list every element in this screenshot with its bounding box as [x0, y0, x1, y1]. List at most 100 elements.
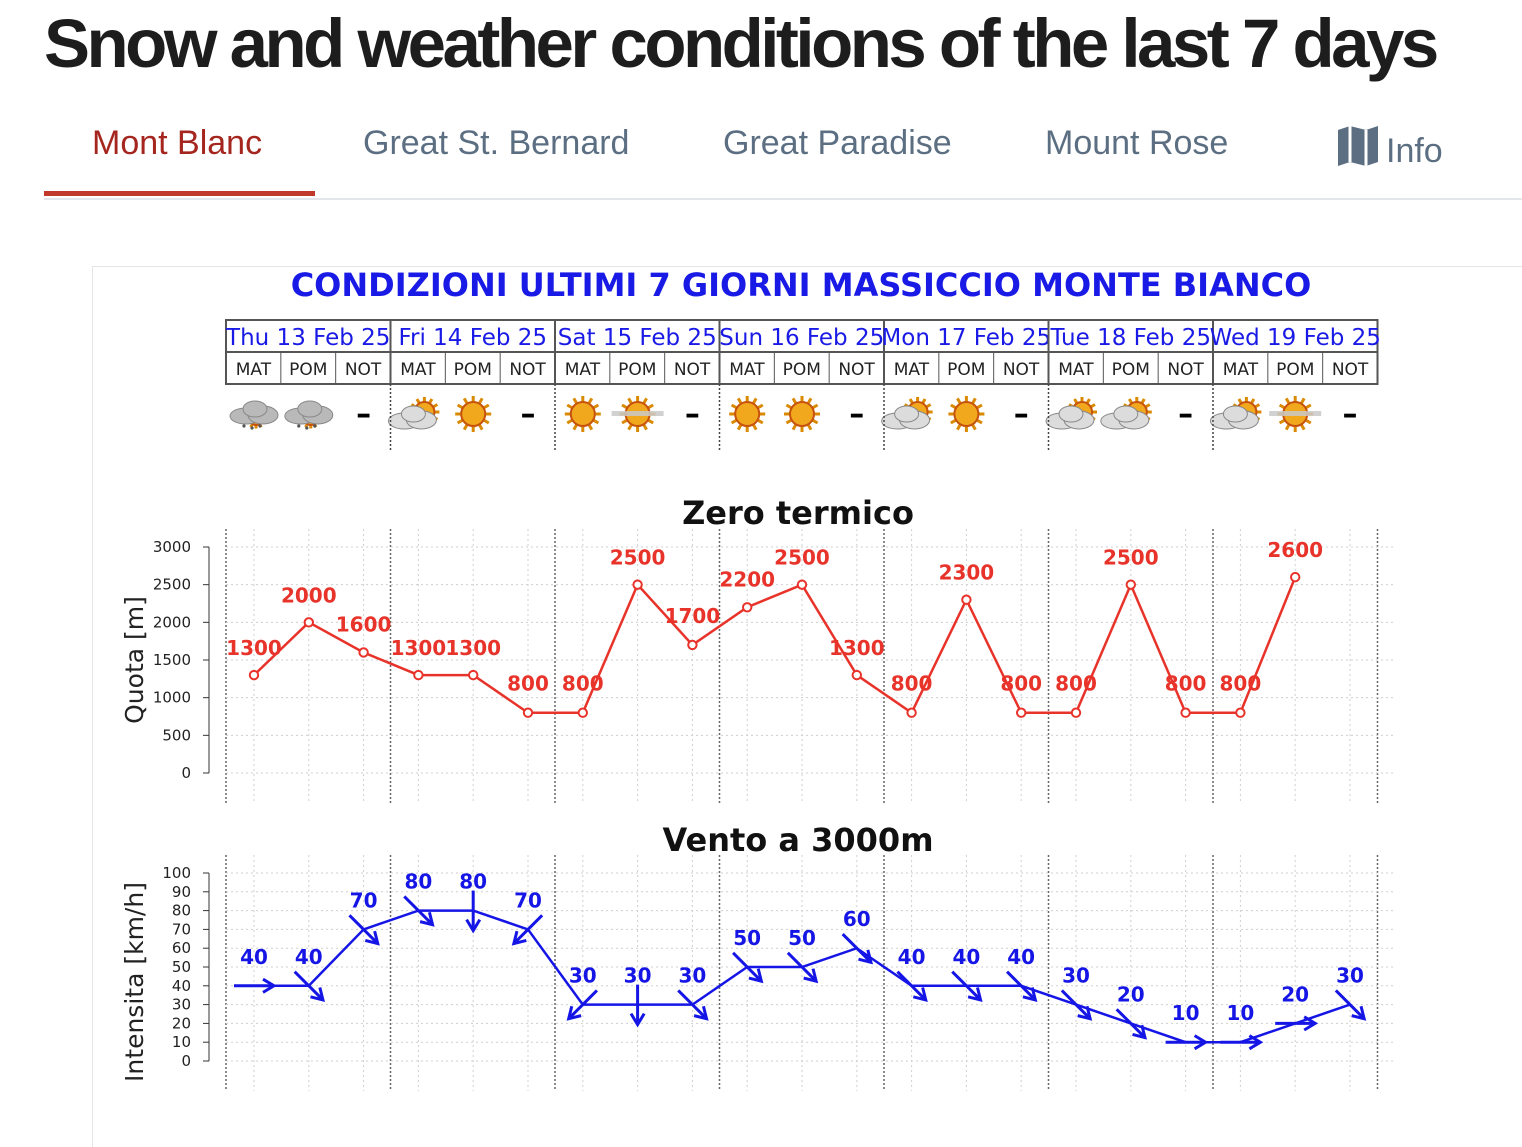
day-label: Tue 18 Feb 25	[1050, 325, 1211, 351]
period-label: MAT	[565, 360, 601, 380]
data-label: 60	[843, 907, 871, 931]
data-label: 800	[1165, 672, 1207, 696]
weather-icon-row: – – – – – – –	[229, 396, 1358, 432]
data-label: 40	[952, 945, 980, 969]
period-label: POM	[783, 360, 821, 380]
y-tick-label: 50	[172, 958, 191, 976]
snow-cloud-icon	[284, 400, 334, 430]
tab-info[interactable]: Info	[1336, 124, 1443, 177]
sun-icon	[455, 396, 492, 432]
page-title: Snow and weather conditions of the last …	[44, 5, 1439, 82]
y-tick-label: 2500	[153, 576, 191, 594]
data-point	[1180, 707, 1191, 718]
y-tick-label: 1500	[153, 651, 191, 669]
data-label: 30	[678, 964, 706, 988]
wind-arrow	[348, 914, 380, 946]
data-point	[1125, 579, 1137, 590]
data-label: 2500	[610, 546, 666, 570]
data-label: 800	[1220, 672, 1262, 696]
data-point	[358, 647, 369, 658]
period-label: POM	[289, 360, 327, 380]
y-tick-label: 90	[172, 883, 191, 901]
sun-behind-cloud-icon	[881, 397, 933, 430]
svg-text:–: –	[685, 397, 700, 432]
wind-arrow	[951, 970, 983, 1003]
data-label: 1300	[829, 636, 885, 660]
temp-chart: 0500100015002000250030001300200016001300…	[153, 529, 1393, 803]
period-label: MAT	[1223, 360, 1259, 380]
data-point	[851, 669, 862, 681]
day-label: Mon 17 Feb 25	[881, 325, 1051, 351]
sun-with-haze-icon	[1269, 396, 1322, 432]
period-label: POM	[618, 360, 656, 380]
y-tick-label: 70	[172, 920, 191, 938]
tab-great-paradise[interactable]: Great Paradise	[723, 124, 952, 162]
tab-mount-rose[interactable]: Mount Rose	[1045, 124, 1229, 162]
data-label: 20	[1117, 982, 1145, 1006]
no-data-mark: –	[685, 397, 700, 432]
data-point	[961, 594, 972, 605]
wind-arrow	[1165, 1034, 1209, 1051]
data-label: 10	[1226, 1001, 1254, 1025]
sun-behind-cloud-icon	[1209, 397, 1262, 430]
y-tick-label: 30	[172, 996, 191, 1014]
sun-with-haze-icon	[611, 396, 664, 432]
wind-arrow	[1115, 1008, 1148, 1040]
data-point	[468, 669, 479, 681]
period-label: MAT	[729, 360, 765, 380]
no-data-mark: –	[849, 397, 864, 432]
no-data-mark: –	[521, 397, 536, 432]
data-point	[796, 579, 808, 590]
data-label: 800	[507, 672, 549, 696]
temp-chart-title: Zero termico	[682, 494, 914, 532]
wind-arrow	[896, 970, 928, 1003]
active-tab-indicator	[44, 191, 315, 196]
period-label: POM	[947, 360, 985, 380]
data-label: 10	[1172, 1001, 1200, 1025]
wind-arrow	[786, 951, 819, 984]
period-label: MAT	[400, 360, 436, 380]
period-label: NOT	[345, 360, 382, 380]
data-label: 800	[891, 672, 933, 696]
data-label: 2000	[281, 583, 337, 607]
wind-arrow	[1334, 989, 1367, 1021]
sun-icon	[564, 396, 601, 432]
data-label: 1300	[445, 636, 501, 660]
data-point	[687, 639, 698, 651]
data-label: 800	[1000, 672, 1042, 696]
data-point	[1070, 707, 1082, 718]
wind-arrow	[234, 977, 277, 994]
tab-info-label: Info	[1386, 132, 1443, 170]
day-table: Thu 13 Feb 25 MAT POM NOT Fri 14 Feb 25 MAT PO…	[225, 319, 1381, 385]
wind-arrow	[841, 932, 874, 965]
wind-arrow	[566, 989, 599, 1021]
sun-icon	[948, 396, 985, 432]
period-label: MAT	[236, 360, 272, 380]
sun-icon	[729, 396, 766, 432]
tab-great-st-bernard[interactable]: Great St. Bernard	[363, 124, 630, 162]
wind-chart-title: Vento a 3000m	[662, 821, 933, 859]
data-point	[906, 707, 917, 718]
tab-mont-blanc[interactable]: Mont Blanc	[92, 124, 263, 162]
data-label: 40	[295, 945, 323, 969]
sun-behind-cloud-icon	[387, 397, 440, 430]
data-label: 80	[459, 870, 487, 894]
no-data-mark: –	[1343, 397, 1358, 432]
period-label: NOT	[1003, 360, 1040, 380]
data-label: 2500	[774, 546, 830, 570]
data-point	[1235, 707, 1246, 718]
day-label: Wed 19 Feb 25	[1210, 325, 1381, 351]
weather-bulletin-image: CONDIZIONI ULTIMI 7 GIORNI MASSICCIO MON…	[92, 266, 1522, 1147]
data-point	[1290, 571, 1301, 583]
data-label: 30	[624, 964, 652, 988]
temp-y-label: Quota [m]	[120, 596, 149, 724]
data-point	[632, 579, 643, 590]
y-tick-label: 500	[162, 726, 191, 744]
no-data-mark: –	[1014, 397, 1029, 432]
y-tick-label: 100	[162, 864, 191, 882]
data-label: 1300	[226, 636, 282, 660]
wind-arrow	[1060, 989, 1093, 1021]
day-label: Fri 14 Feb 25	[398, 325, 547, 351]
data-label: 40	[898, 945, 926, 969]
day-label: Thu 13 Feb 25	[225, 325, 390, 351]
